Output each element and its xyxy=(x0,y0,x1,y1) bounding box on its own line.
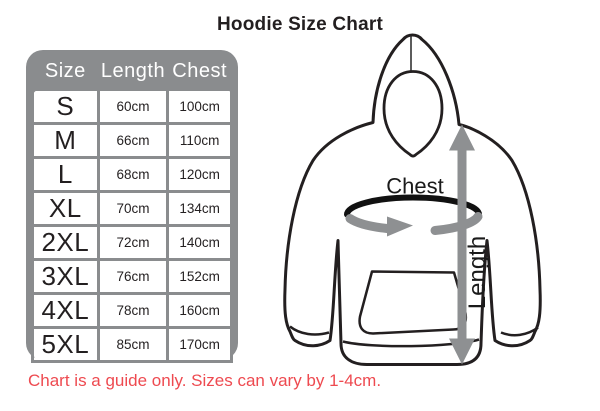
table-row: M 66cm 110cm xyxy=(31,122,233,159)
footnote: Chart is a guide only. Sizes can vary by… xyxy=(28,371,382,390)
size-table: Size Length Chest S 60cm 100cm M 66cm 11… xyxy=(26,50,238,363)
size-cell: S xyxy=(31,88,100,125)
length-cell: 72cm xyxy=(96,224,170,261)
size-cell: L xyxy=(31,156,100,193)
size-cell: 4XL xyxy=(31,292,100,329)
size-cell: 3XL xyxy=(31,258,100,295)
page-title: Hoodie Size Chart xyxy=(217,14,383,35)
length-cell: 68cm xyxy=(96,156,170,193)
chest-label: Chest xyxy=(386,174,443,199)
length-arrowhead-up xyxy=(449,124,475,151)
length-cell: 76cm xyxy=(96,258,170,295)
chest-ring-top-arc xyxy=(344,194,482,218)
length-label: Length xyxy=(464,236,491,309)
size-table-grid: Size Length Chest S 60cm 100cm M 66cm 11… xyxy=(31,55,233,363)
col-header-size: Size xyxy=(44,60,86,82)
hoodie-illustration: Chest Length xyxy=(283,33,542,366)
table-row: 4XL 78cm 160cm xyxy=(31,292,233,329)
length-cell: 70cm xyxy=(96,190,170,227)
length-arrowhead-down xyxy=(449,338,475,365)
table-row: 5XL 85cm 170cm xyxy=(31,326,233,363)
hood-face-opening xyxy=(382,70,444,158)
length-cell: 85cm xyxy=(96,326,170,363)
size-cell: 5XL xyxy=(31,326,100,363)
table-row: L 68cm 120cm xyxy=(31,156,233,193)
length-arrow-shaft xyxy=(457,144,467,341)
chest-arrow-left-arc xyxy=(345,214,392,233)
table-row: 2XL 72cm 140cm xyxy=(31,224,233,261)
chest-cell: 160cm xyxy=(166,292,233,329)
length-cell: 78cm xyxy=(96,292,170,329)
size-cell: M xyxy=(31,122,100,159)
col-header-chest: Chest xyxy=(172,60,228,82)
size-cell: 2XL xyxy=(31,224,100,261)
right-cuff-line xyxy=(500,326,539,337)
chest-cell: 134cm xyxy=(166,190,233,227)
length-cell: 60cm xyxy=(96,88,170,125)
size-cell: XL xyxy=(31,190,100,227)
chest-cell: 140cm xyxy=(166,224,233,261)
chest-cell: 120cm xyxy=(166,156,233,193)
chest-cell: 100cm xyxy=(166,88,233,125)
length-cell: 66cm xyxy=(96,122,170,159)
table-row: S 60cm 100cm xyxy=(31,88,233,125)
table-row: 3XL 76cm 152cm xyxy=(31,258,233,295)
table-row: XL 70cm 134cm xyxy=(31,190,233,227)
chest-cell: 110cm xyxy=(166,122,233,159)
left-cuff-line xyxy=(289,325,330,336)
chest-arrowhead xyxy=(387,216,413,237)
chest-cell: 170cm xyxy=(166,326,233,363)
table-header-row: Size Length Chest xyxy=(33,55,232,90)
chest-cell: 152cm xyxy=(166,258,233,295)
kangaroo-pocket xyxy=(358,270,468,335)
col-header-length: Length xyxy=(100,60,166,82)
